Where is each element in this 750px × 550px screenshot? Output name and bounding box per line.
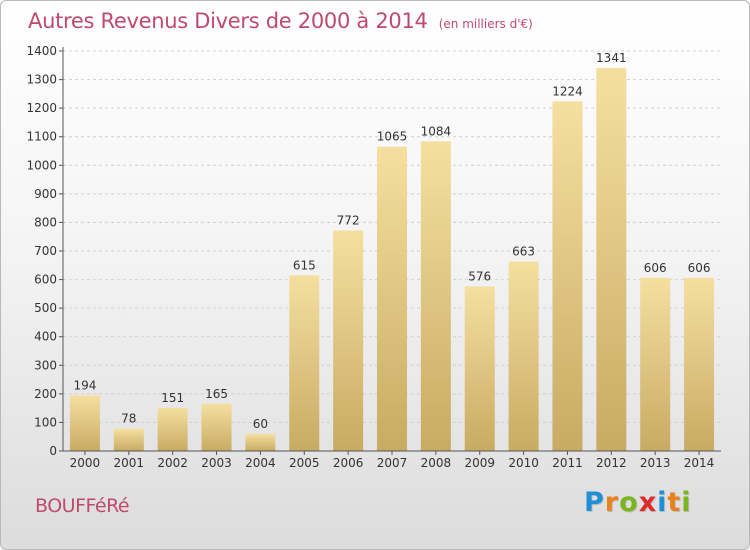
bar bbox=[684, 277, 715, 451]
bar-value-label: 165 bbox=[205, 387, 228, 401]
x-tick-label: 2002 bbox=[157, 456, 188, 470]
bar bbox=[508, 261, 539, 451]
y-tick-label: 400 bbox=[34, 330, 57, 344]
bar bbox=[377, 146, 407, 451]
commune-name: BOUFFéRé bbox=[35, 495, 130, 517]
bar bbox=[113, 428, 144, 451]
logo-letter: t bbox=[667, 487, 682, 518]
x-tick-label: 2014 bbox=[684, 456, 715, 470]
x-tick-label: 2009 bbox=[464, 456, 495, 470]
bar bbox=[596, 67, 627, 451]
bar bbox=[289, 275, 320, 451]
y-tick-label: 300 bbox=[34, 358, 57, 372]
bar-value-label: 615 bbox=[293, 258, 316, 272]
y-tick-label: 0 bbox=[49, 444, 57, 458]
bar-value-label: 663 bbox=[512, 245, 535, 259]
bar bbox=[552, 101, 583, 452]
bar bbox=[333, 230, 364, 451]
y-tick-label: 1000 bbox=[26, 158, 57, 172]
logo-letter: r bbox=[604, 487, 620, 518]
bar bbox=[201, 403, 232, 451]
bar bbox=[69, 395, 100, 451]
bar-value-label: 194 bbox=[73, 379, 96, 393]
bar-value-label: 78 bbox=[121, 412, 136, 426]
logo-letter: i bbox=[681, 487, 692, 518]
x-tick-label: 2005 bbox=[289, 456, 320, 470]
bar-value-label: 576 bbox=[468, 269, 491, 283]
y-tick-label: 900 bbox=[34, 187, 57, 201]
bar-value-label: 772 bbox=[337, 213, 360, 227]
x-tick-label: 2006 bbox=[333, 456, 364, 470]
logo-letter: i bbox=[657, 487, 668, 518]
bar-value-label: 1084 bbox=[421, 124, 452, 138]
bar-value-label: 1341 bbox=[596, 51, 627, 65]
x-tick-label: 2007 bbox=[377, 456, 408, 470]
y-tick-label: 800 bbox=[34, 215, 57, 229]
x-tick-label: 2012 bbox=[596, 456, 627, 470]
bar bbox=[640, 277, 671, 451]
y-tick-label: 600 bbox=[34, 273, 57, 287]
x-tick-label: 2013 bbox=[640, 456, 671, 470]
bar-value-label: 1065 bbox=[377, 130, 408, 144]
y-tick-label: 700 bbox=[34, 244, 57, 258]
bar bbox=[245, 433, 276, 451]
x-tick-label: 2004 bbox=[245, 456, 276, 470]
x-tick-label: 2001 bbox=[114, 456, 145, 470]
logo-letter: P bbox=[584, 487, 605, 518]
y-tick-label: 1200 bbox=[26, 101, 57, 115]
bar-value-label: 151 bbox=[161, 391, 184, 405]
bar-value-label: 606 bbox=[688, 261, 711, 275]
bar-value-label: 606 bbox=[644, 261, 667, 275]
bar-value-label: 60 bbox=[253, 417, 268, 431]
logo-letter: x bbox=[638, 487, 658, 518]
x-tick-label: 2011 bbox=[552, 456, 583, 470]
x-tick-label: 2008 bbox=[421, 456, 452, 470]
title-row: Autres Revenus Divers de 2000 à 2014 (en… bbox=[28, 9, 533, 33]
bar bbox=[157, 407, 188, 451]
x-tick-label: 2000 bbox=[70, 456, 101, 470]
y-tick-label: 1400 bbox=[26, 44, 57, 58]
bar bbox=[464, 286, 495, 451]
y-tick-label: 200 bbox=[34, 387, 57, 401]
x-tick-label: 2010 bbox=[508, 456, 539, 470]
chart-title: Autres Revenus Divers de 2000 à 2014 bbox=[28, 9, 428, 33]
bar-value-label: 1224 bbox=[552, 84, 583, 98]
logo-letter: o bbox=[619, 487, 639, 518]
y-tick-label: 100 bbox=[34, 415, 57, 429]
y-tick-label: 1300 bbox=[26, 73, 57, 87]
bar bbox=[420, 141, 451, 452]
proxiti-logo[interactable]: Proxiti bbox=[584, 487, 692, 518]
y-tick-label: 1100 bbox=[26, 130, 57, 144]
y-tick-label: 500 bbox=[34, 301, 57, 315]
x-tick-label: 2003 bbox=[201, 456, 232, 470]
chart-subtitle: (en milliers d'€) bbox=[438, 17, 533, 31]
